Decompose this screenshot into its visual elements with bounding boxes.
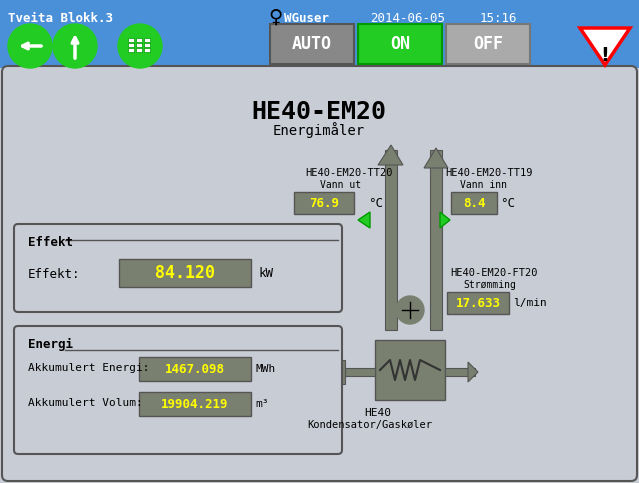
Polygon shape [468,362,478,382]
Text: kW: kW [258,267,273,280]
Text: HE40-EM20-TT19: HE40-EM20-TT19 [445,168,532,178]
Text: 19904.219: 19904.219 [161,398,229,411]
FancyBboxPatch shape [14,224,342,312]
Text: l/min: l/min [513,298,547,308]
FancyBboxPatch shape [119,259,251,287]
Text: 84.120: 84.120 [155,264,215,282]
Text: !: ! [601,45,610,65]
Text: m³: m³ [255,399,268,409]
Text: 17.633: 17.633 [456,297,500,310]
Text: Tveita Blokk.3: Tveita Blokk.3 [8,12,113,25]
FancyBboxPatch shape [128,48,134,52]
Text: Akkumulert Energi:: Akkumulert Energi: [28,363,150,373]
FancyBboxPatch shape [136,38,142,42]
Text: Strømming: Strømming [463,280,516,290]
FancyBboxPatch shape [2,66,637,481]
Text: Effekt:: Effekt: [28,268,81,281]
FancyBboxPatch shape [144,43,150,47]
Circle shape [53,24,97,68]
Circle shape [118,24,162,68]
Text: Kondensator/Gaskøler: Kondensator/Gaskøler [307,420,433,430]
Text: Energi: Energi [28,338,73,351]
Text: HE40-EM20-TT20: HE40-EM20-TT20 [305,168,392,178]
Text: Vann inn: Vann inn [460,180,507,190]
Text: 1467.098: 1467.098 [165,363,225,375]
Text: OFF: OFF [473,35,503,53]
Text: 8.4: 8.4 [463,197,485,210]
Text: HE40-EM20: HE40-EM20 [252,100,387,124]
FancyBboxPatch shape [446,24,530,64]
FancyBboxPatch shape [375,340,445,400]
Text: °C: °C [500,197,515,210]
Text: Vann ut: Vann ut [320,180,361,190]
Text: 76.9: 76.9 [309,197,339,210]
Text: °C: °C [368,197,383,210]
Polygon shape [378,145,403,165]
Text: 2014-06-05: 2014-06-05 [370,12,445,25]
Polygon shape [358,212,370,228]
Text: MWh: MWh [255,364,275,374]
FancyBboxPatch shape [136,43,142,47]
FancyBboxPatch shape [139,357,251,381]
Circle shape [8,24,52,68]
Text: 15:16: 15:16 [480,12,518,25]
FancyBboxPatch shape [447,292,509,314]
Text: ♀: ♀ [268,8,282,27]
FancyBboxPatch shape [430,150,442,330]
FancyBboxPatch shape [128,38,134,42]
FancyBboxPatch shape [144,48,150,52]
Polygon shape [580,28,630,65]
Text: AUTO: AUTO [292,35,332,53]
FancyBboxPatch shape [136,48,142,52]
FancyBboxPatch shape [144,38,150,42]
FancyBboxPatch shape [128,43,134,47]
FancyBboxPatch shape [451,192,497,214]
Text: WGuser: WGuser [284,12,329,25]
FancyBboxPatch shape [385,150,397,330]
FancyBboxPatch shape [0,0,639,68]
Text: Energimåler: Energimåler [273,122,365,138]
FancyBboxPatch shape [294,192,354,214]
Polygon shape [424,148,448,168]
FancyBboxPatch shape [14,326,342,454]
Circle shape [396,296,424,324]
FancyBboxPatch shape [345,368,375,376]
Polygon shape [440,212,450,228]
Text: ON: ON [390,35,410,53]
FancyBboxPatch shape [445,368,475,376]
Text: HE40-EM20-FT20: HE40-EM20-FT20 [450,268,537,278]
Text: HE40: HE40 [364,408,392,418]
FancyBboxPatch shape [358,24,442,64]
Text: Effekt: Effekt [28,236,73,249]
FancyBboxPatch shape [139,392,251,416]
FancyBboxPatch shape [325,360,345,384]
FancyBboxPatch shape [270,24,354,64]
Text: Akkumulert Volum:: Akkumulert Volum: [28,398,142,408]
